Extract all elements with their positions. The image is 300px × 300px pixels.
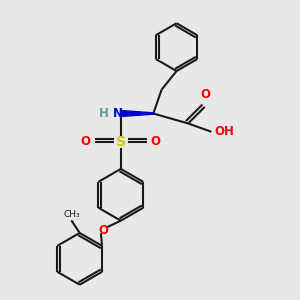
Text: O: O bbox=[81, 135, 91, 148]
Text: CH₃: CH₃ bbox=[63, 210, 80, 219]
Text: O: O bbox=[151, 135, 160, 148]
Text: O: O bbox=[98, 224, 109, 237]
Text: N: N bbox=[112, 107, 122, 120]
Text: S: S bbox=[116, 135, 126, 149]
Text: O: O bbox=[200, 88, 210, 101]
Text: H: H bbox=[99, 107, 109, 120]
Text: OH: OH bbox=[214, 125, 234, 138]
Polygon shape bbox=[121, 110, 153, 116]
